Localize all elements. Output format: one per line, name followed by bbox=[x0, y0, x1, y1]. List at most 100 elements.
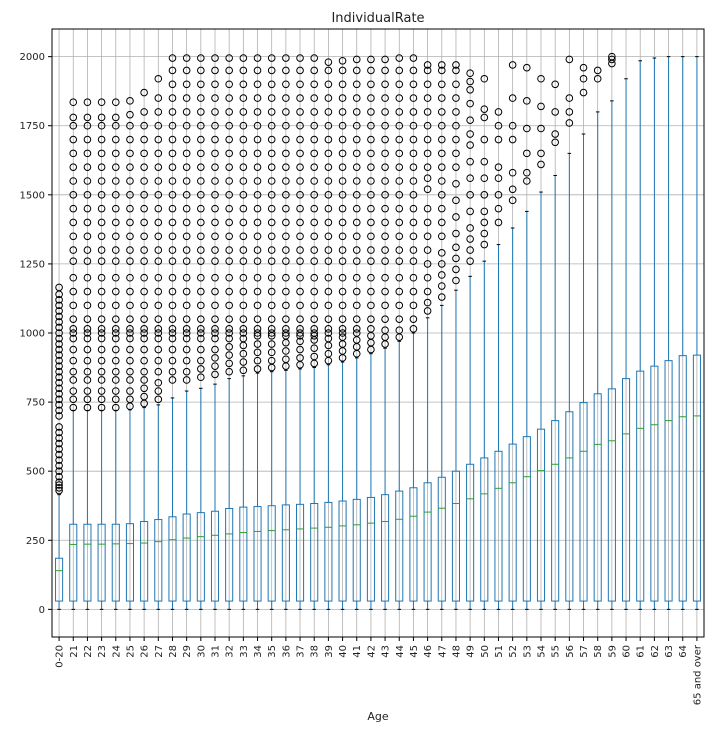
iqr-box bbox=[395, 490, 404, 602]
outlier-point bbox=[480, 218, 489, 227]
box-36 bbox=[281, 54, 290, 610]
outlier-point bbox=[197, 80, 205, 89]
outlier-point bbox=[267, 348, 276, 357]
x-tick-label: 58 bbox=[593, 645, 604, 658]
outlier-point bbox=[182, 163, 191, 171]
outlier-point bbox=[452, 276, 460, 285]
outlier-point bbox=[83, 98, 92, 107]
box-62 bbox=[650, 57, 659, 610]
outlier-point bbox=[197, 257, 205, 265]
outlier-point bbox=[97, 177, 106, 185]
outlier-point bbox=[154, 345, 163, 354]
outlier-point bbox=[253, 287, 262, 296]
outlier-point bbox=[211, 301, 219, 310]
iqr-box bbox=[466, 463, 475, 602]
outlier-point bbox=[395, 163, 404, 171]
outlier-point bbox=[83, 257, 92, 265]
box-26 bbox=[140, 88, 149, 610]
outlier-point bbox=[324, 325, 333, 333]
outlier-point bbox=[140, 88, 148, 97]
outlier-point bbox=[97, 376, 106, 384]
outlier-point bbox=[211, 287, 219, 296]
iqr-box bbox=[69, 523, 78, 602]
outlier-point bbox=[409, 232, 418, 241]
outlier-point bbox=[466, 246, 474, 254]
outlier-point bbox=[296, 325, 304, 333]
outlier-point bbox=[253, 325, 262, 333]
outlier-point bbox=[211, 94, 219, 102]
outlier-point bbox=[140, 301, 148, 310]
outlier-point bbox=[168, 376, 177, 384]
outlier-point bbox=[97, 218, 106, 227]
outlier-point bbox=[282, 355, 290, 364]
outlier-point bbox=[324, 257, 333, 265]
outlier-point bbox=[69, 113, 78, 122]
iqr-box bbox=[451, 470, 461, 602]
outlier-point bbox=[310, 257, 319, 265]
outlier-point bbox=[480, 207, 489, 216]
outlier-point bbox=[140, 246, 148, 254]
outlier-point bbox=[423, 260, 432, 268]
outlier-point bbox=[83, 177, 92, 185]
outlier-point bbox=[126, 334, 134, 343]
outlier-point bbox=[197, 345, 205, 354]
iqr-box bbox=[182, 513, 191, 602]
x-axis-label: Age bbox=[367, 710, 389, 723]
outlier-point bbox=[267, 163, 276, 171]
box-48 bbox=[451, 61, 461, 610]
outlier-point bbox=[338, 66, 347, 75]
x-tick-label: 36 bbox=[281, 645, 292, 658]
outlier-point bbox=[55, 450, 63, 459]
outlier-point bbox=[267, 329, 276, 337]
iqr-box bbox=[352, 498, 361, 602]
outlier-point bbox=[225, 301, 233, 310]
outlier-point bbox=[140, 135, 148, 144]
outlier-point bbox=[211, 66, 219, 75]
outlier-point bbox=[69, 403, 78, 412]
outlier-point bbox=[480, 157, 489, 166]
outlier-point bbox=[423, 218, 432, 227]
outlier-point bbox=[83, 325, 92, 333]
outlier-point bbox=[182, 191, 191, 199]
outlier-point bbox=[296, 345, 304, 354]
outlier-point bbox=[211, 191, 219, 199]
iqr-box bbox=[579, 402, 588, 602]
outlier-point bbox=[423, 61, 432, 69]
outlier-point bbox=[253, 163, 262, 171]
outlier-point bbox=[381, 315, 389, 323]
outlier-point bbox=[310, 191, 319, 199]
outlier-point bbox=[154, 387, 163, 395]
box-0-20 bbox=[55, 283, 64, 610]
outlier-point bbox=[282, 347, 290, 355]
outlier-point bbox=[126, 218, 134, 227]
outlier-point bbox=[579, 74, 588, 83]
outlier-point bbox=[111, 325, 120, 333]
box-25 bbox=[125, 97, 134, 610]
outlier-point bbox=[97, 403, 106, 412]
outlier-point bbox=[409, 315, 418, 323]
outlier-point bbox=[423, 121, 432, 130]
outlier-point bbox=[140, 325, 148, 333]
outlier-point bbox=[55, 467, 63, 475]
outlier-point bbox=[225, 218, 233, 227]
y-tick-label: 2000 bbox=[20, 52, 45, 63]
outlier-point bbox=[154, 246, 163, 254]
outlier-point bbox=[55, 481, 63, 489]
outlier-point bbox=[55, 412, 63, 420]
outlier-point bbox=[253, 301, 262, 310]
outlier-point bbox=[352, 94, 361, 102]
outlier-point bbox=[197, 121, 205, 130]
outlier-point bbox=[452, 229, 460, 238]
outlier-point bbox=[352, 257, 361, 265]
x-tick-label: 29 bbox=[182, 645, 193, 658]
outlier-point bbox=[154, 325, 163, 333]
outlier-point bbox=[83, 345, 92, 354]
outlier-point bbox=[367, 315, 375, 323]
outlier-point bbox=[182, 376, 191, 384]
outlier-point bbox=[296, 329, 304, 337]
outlier-point bbox=[367, 108, 375, 116]
iqr-box bbox=[692, 354, 701, 602]
outlier-point bbox=[154, 334, 163, 343]
outlier-point bbox=[452, 61, 460, 69]
outlier-point bbox=[324, 191, 333, 199]
